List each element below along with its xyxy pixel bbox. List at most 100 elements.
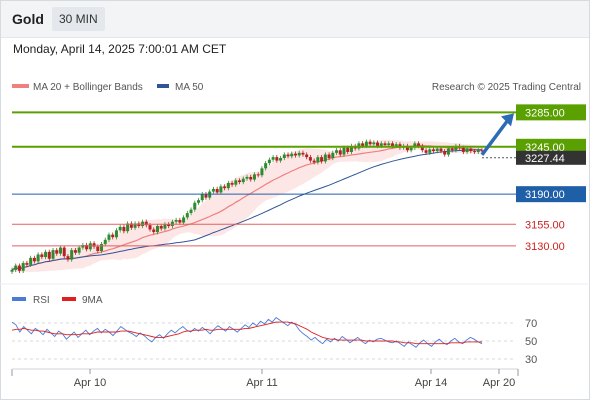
- timeframe-button[interactable]: 30 MIN: [52, 7, 105, 31]
- candle-body: [331, 152, 335, 158]
- candle: [189, 207, 193, 216]
- candle-body: [260, 168, 264, 176]
- candle: [36, 252, 40, 264]
- candle-body: [159, 226, 163, 229]
- candle-body: [476, 150, 480, 152]
- candle-body: [36, 254, 40, 262]
- candle-body: [114, 230, 118, 238]
- candle: [301, 150, 305, 157]
- level-label-3285.00: 3285.00: [525, 107, 565, 119]
- candle-body: [349, 145, 353, 152]
- candle-body: [17, 265, 21, 271]
- candle-body: [62, 247, 66, 257]
- chart-header: Gold 30 MIN: [1, 1, 589, 38]
- candle: [286, 152, 290, 159]
- candle: [200, 192, 204, 203]
- candle: [293, 151, 297, 158]
- candle: [55, 247, 59, 256]
- candle: [174, 217, 178, 224]
- ma20-legend-swatch: [12, 84, 29, 88]
- candle-body: [320, 157, 324, 162]
- candle-body: [133, 223, 137, 228]
- candle: [327, 152, 331, 161]
- candle: [25, 260, 29, 267]
- candle-body: [286, 154, 290, 157]
- candle-body: [144, 221, 148, 226]
- candle-body: [111, 234, 115, 238]
- candle: [73, 247, 77, 255]
- candle-body: [47, 251, 51, 259]
- candle-body: [297, 152, 301, 156]
- candle-body: [215, 189, 219, 193]
- candle: [114, 228, 118, 240]
- rsi-legend-label: RSI: [33, 295, 50, 306]
- candle: [85, 242, 89, 252]
- candle-body: [480, 150, 484, 152]
- candle: [308, 154, 312, 163]
- candle-body: [361, 143, 365, 146]
- candle: [424, 148, 428, 155]
- candle-body: [368, 141, 372, 145]
- candle-body: [103, 239, 107, 245]
- candle: [234, 178, 238, 187]
- level-label-3130.00: 3130.00: [525, 241, 565, 253]
- level-badge-3285.00: [516, 104, 586, 121]
- candle: [70, 247, 74, 262]
- candle: [305, 152, 309, 160]
- candle-body: [428, 149, 432, 153]
- candle: [226, 180, 230, 191]
- candle-body: [200, 194, 204, 201]
- candle-body: [469, 148, 473, 152]
- candle-body: [409, 147, 413, 151]
- candle-body: [197, 200, 201, 203]
- level-label-3155.00: 3155.00: [525, 219, 565, 231]
- candle-body: [323, 154, 327, 162]
- candle: [185, 210, 189, 220]
- candle: [66, 254, 70, 262]
- candle: [10, 267, 14, 274]
- ma50-legend-swatch: [157, 84, 169, 88]
- candle: [267, 157, 271, 166]
- candle-body: [413, 143, 417, 148]
- candle: [238, 178, 242, 185]
- candle-body: [189, 209, 193, 214]
- candle-body: [10, 269, 14, 272]
- candle-body: [279, 158, 283, 161]
- candle: [312, 158, 316, 165]
- candle-body: [439, 148, 443, 152]
- rsi-plot: 70 50 30: [11, 317, 537, 366]
- candle: [100, 241, 104, 254]
- candle-body: [264, 163, 268, 169]
- candle-body: [335, 150, 339, 153]
- ma50-line: [11, 149, 483, 271]
- candle-body: [174, 220, 178, 222]
- candle-body: [417, 143, 421, 146]
- candle-body: [211, 189, 215, 192]
- candle: [47, 249, 51, 261]
- candle-body: [238, 180, 242, 183]
- candle: [473, 148, 477, 155]
- candle-body: [461, 147, 465, 152]
- x-tick-label: Apr 14: [415, 377, 447, 389]
- ma20-legend-label: MA 20 + Bollinger Bands: [33, 82, 143, 93]
- candle-body: [450, 148, 454, 151]
- candle: [58, 245, 62, 256]
- candle: [14, 263, 18, 273]
- candle: [420, 143, 424, 153]
- candle: [256, 172, 260, 178]
- candle-body: [219, 186, 223, 193]
- forecast-arrow-shaft: [480, 120, 509, 156]
- candle-body: [290, 153, 294, 157]
- level-label-3190.00: 3190.00: [525, 189, 565, 201]
- bollinger-band: [12, 139, 482, 273]
- candle: [182, 215, 186, 225]
- candle: [249, 174, 253, 182]
- rsi-tick-70: 70: [525, 318, 537, 330]
- candle-body: [32, 257, 36, 262]
- candle: [178, 217, 182, 225]
- candle: [77, 245, 81, 255]
- candle: [282, 152, 286, 161]
- candle-body: [308, 157, 312, 161]
- candle-body: [163, 224, 167, 229]
- x-tick-label: Apr 10: [74, 377, 106, 389]
